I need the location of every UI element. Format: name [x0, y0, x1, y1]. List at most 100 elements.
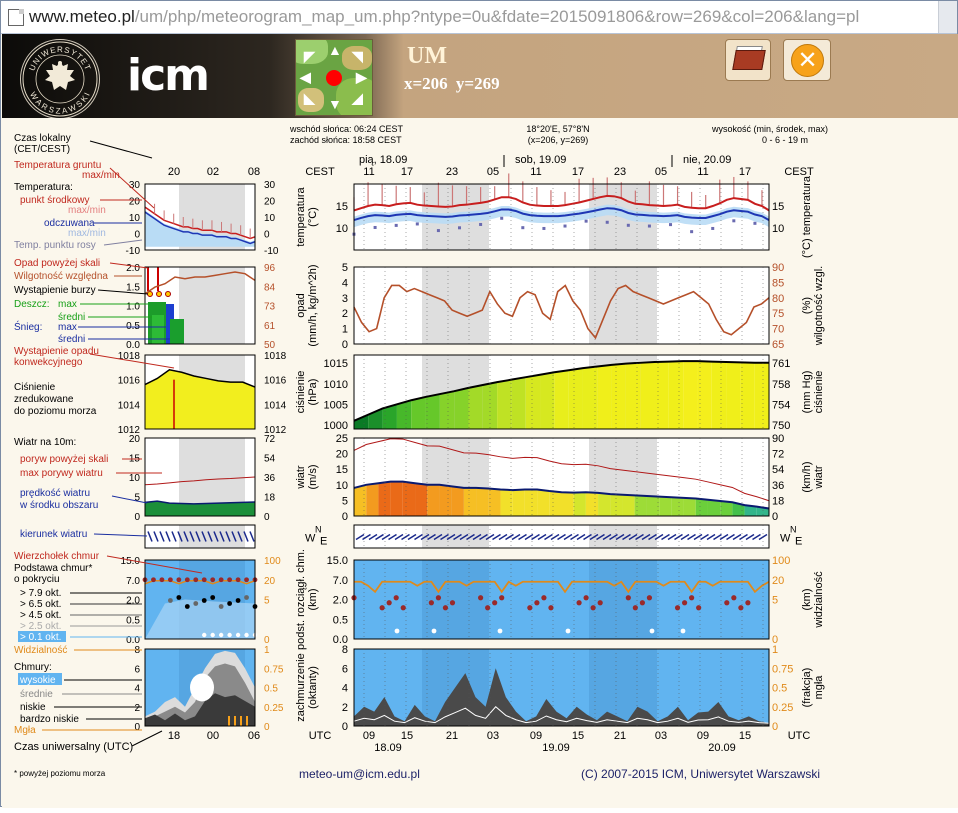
legend-wind-direction-arrow	[201, 531, 207, 542]
legend-maxmin-1: max/min	[68, 205, 106, 216]
legend-cloud-base-mark	[193, 601, 199, 606]
cloud-base-mark	[534, 600, 540, 606]
legend-cloud-base-low	[218, 632, 224, 638]
top-hour-tick: 05	[655, 166, 667, 178]
legend-cloud-top-mark	[151, 577, 156, 583]
dew-point-mark	[500, 216, 504, 220]
legend-wind-tick-right: 54	[264, 454, 276, 465]
footer-email-link[interactable]: meteo-um@icm.edu.pl	[299, 767, 420, 781]
legend-cloud-top: Wierzchołek chmur	[14, 551, 100, 562]
wind-direction-arrow	[706, 533, 716, 541]
arrow-southwest-icon[interactable]: ◣	[304, 90, 315, 106]
legend-snow-avg	[170, 319, 184, 344]
legend-temp-tick-left: -10	[126, 246, 141, 257]
pressure-area-segment	[511, 377, 526, 429]
legend-wind-tick-right: 72	[264, 434, 276, 445]
legend-cloud-tick-left: 15.0	[121, 556, 141, 567]
wind-direction-arrow	[407, 533, 417, 541]
wind-direction-arrow	[752, 533, 761, 541]
arrow-southeast-icon[interactable]: ◢	[352, 90, 363, 106]
arrow-east-icon[interactable]: ▶	[356, 69, 367, 85]
bottom-unit-right: UTC	[788, 730, 811, 742]
visibility-line	[354, 580, 770, 594]
wind-speed-area-segment	[537, 489, 550, 516]
legend-precip-tick: 1.5	[126, 282, 140, 293]
wind-direction-arrow	[446, 533, 456, 541]
legend-okt-item: > 7.9 okt.	[20, 588, 61, 599]
legend-cover-tick-left: 0	[134, 722, 140, 733]
night-band	[589, 267, 657, 344]
pressure-area-segment	[425, 394, 440, 429]
pressure-area-segment	[354, 414, 369, 429]
legend-cloud-tick-left: 0.5	[126, 615, 140, 626]
wind-direction-arrow	[628, 533, 638, 541]
legend-rain-avg	[152, 315, 164, 344]
bottom-day-label: 20.09	[708, 742, 736, 754]
pressure-area-segment	[654, 361, 669, 429]
legend-cloud-top-mark	[218, 577, 224, 583]
arrow-south-icon[interactable]: ▼	[328, 96, 342, 112]
legend-temp-line	[144, 206, 256, 240]
legend-panel-frame	[144, 437, 256, 517]
bottom-hour-tick: 09	[363, 730, 375, 742]
bottom-hour-tick: 15	[401, 730, 413, 742]
legend-cloud-top-mark	[176, 577, 182, 583]
legend-temp-tick-right: 20	[264, 197, 276, 208]
wind-direction-arrow	[615, 533, 625, 541]
legend-okt-item: > 4.5 okt.	[20, 610, 61, 621]
legend-leader-line	[93, 533, 148, 537]
wind-speed-area-segment	[659, 496, 672, 516]
legend-book-button[interactable]	[725, 39, 771, 81]
legend-cloud-base-low	[235, 632, 241, 638]
precip-tick-left: 4	[342, 277, 348, 289]
cloud-base-mark	[527, 605, 533, 611]
address-bar[interactable]: www.meteo.pl/um/php/meteorogram_map_um.p…	[1, 1, 957, 34]
pressure-area-segment	[382, 404, 397, 429]
dew-point-mark	[479, 222, 483, 226]
legend-pressure-tick-right: 1014	[264, 400, 287, 411]
arrow-northeast-icon[interactable]: ◥	[352, 48, 363, 64]
legend-leader-line	[109, 262, 149, 269]
legend-pressure-tick-right: 1012	[264, 425, 287, 436]
legend-leader-line	[89, 140, 153, 159]
legend-gust-line	[144, 476, 256, 486]
wind-direction-arrow	[375, 533, 384, 541]
humidity-tick-right: 90	[772, 262, 784, 274]
wind-direction-arrow	[368, 533, 378, 541]
humidity-tick-right: 85	[772, 277, 784, 289]
wind-direction-arrow	[602, 533, 612, 541]
location-map-thumbnail[interactable]: ▲ ▼ ◀ ▶ ◤ ◥ ◣ ◢	[295, 39, 373, 116]
legend-wind-direction-arrow	[213, 531, 219, 542]
scrollbar-stub[interactable]	[938, 1, 957, 33]
legend-fog: Mgła	[14, 725, 36, 736]
legend-bottom-hour: 06	[248, 730, 260, 742]
top-hour-tick: 17	[572, 166, 584, 178]
bottom-day-label: 18.09	[374, 742, 402, 754]
legend-humidity-tick: 96	[264, 263, 276, 274]
legend-cloud-base-mark	[176, 595, 182, 600]
footer-copyright: (C) 2007-2015 ICM, Uniwersytet Warszawsk…	[581, 767, 820, 781]
dew-point-mark	[605, 220, 609, 224]
panel-frame	[353, 183, 770, 251]
legend-temp-tick-left: 20	[129, 197, 141, 208]
legend-temperature: Temperatura:	[14, 182, 73, 193]
top-hour-tick: 23	[446, 166, 458, 178]
legend-fog-tick-right: 1	[264, 645, 270, 656]
arrow-northwest-icon[interactable]: ◤	[304, 48, 315, 64]
legend-humidity-tick: 84	[264, 282, 276, 293]
wind-speed-area-segment	[476, 487, 489, 516]
close-button[interactable]: ✕	[783, 39, 831, 81]
page-icon	[8, 9, 24, 26]
legend-humidity-tick: 50	[264, 340, 276, 351]
legend-panel-frame	[144, 354, 256, 430]
legend-cloud-top-mark	[184, 577, 190, 583]
url-text[interactable]: www.meteo.pl/um/php/meteorogram_map_um.p…	[29, 7, 859, 27]
wind-speed-area-segment	[744, 505, 757, 516]
dew-point-mark	[542, 226, 546, 230]
bottom-hour-tick: 15	[572, 730, 584, 742]
wind-speed-area-segment	[451, 486, 464, 516]
arrow-west-icon[interactable]: ◀	[300, 69, 311, 85]
arrow-north-icon[interactable]: ▲	[328, 42, 342, 58]
axis-title-left-cover: zachmurzenie(oktanty)	[295, 653, 319, 721]
humidity-tick-right: 70	[772, 324, 784, 336]
